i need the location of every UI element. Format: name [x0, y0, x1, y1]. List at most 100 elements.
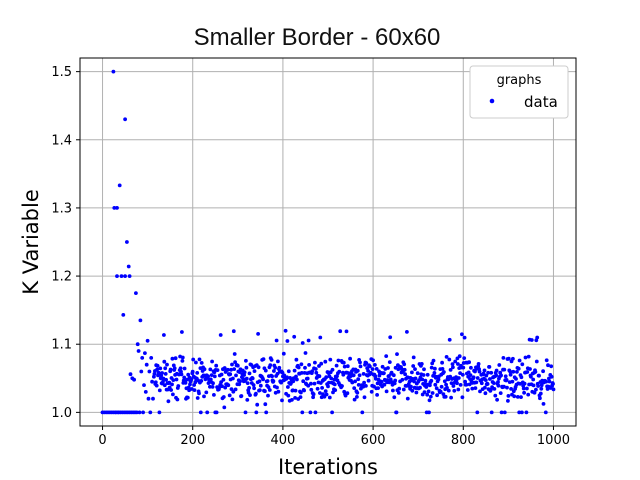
data-point	[335, 374, 339, 378]
data-point	[342, 364, 347, 369]
data-point	[231, 376, 235, 381]
data-point	[271, 379, 276, 383]
data-point	[442, 379, 447, 384]
data-point	[414, 390, 419, 395]
data-point	[483, 391, 488, 396]
data-point	[496, 380, 500, 384]
data-point	[526, 392, 531, 397]
data-point	[313, 410, 318, 415]
data-point	[534, 387, 538, 392]
data-point	[449, 381, 454, 385]
data-point	[471, 375, 476, 380]
legend-marker	[489, 98, 495, 104]
data-point	[443, 394, 448, 399]
data-point	[358, 360, 362, 365]
data-point	[300, 341, 305, 345]
data-point	[134, 291, 138, 295]
data-point	[171, 363, 176, 368]
data-point	[247, 371, 252, 376]
data-point	[195, 396, 200, 400]
data-point	[405, 396, 410, 401]
data-point	[121, 313, 126, 317]
data-point	[276, 359, 280, 364]
data-point	[199, 379, 204, 383]
data-point	[275, 385, 279, 390]
data-point	[230, 362, 234, 367]
data-point	[115, 206, 119, 210]
data-point	[362, 380, 366, 385]
data-point	[146, 396, 151, 401]
data-point	[245, 381, 250, 385]
data-point	[337, 369, 342, 374]
data-point	[547, 379, 552, 384]
data-point	[396, 391, 401, 395]
data-point	[164, 377, 169, 382]
data-point	[426, 389, 431, 394]
data-point	[388, 335, 393, 340]
data-point	[481, 371, 486, 376]
data-point	[299, 371, 304, 375]
data-points	[100, 69, 556, 415]
data-point	[255, 402, 260, 407]
data-point	[197, 391, 201, 396]
data-point	[422, 390, 427, 394]
data-point	[266, 385, 271, 389]
data-point	[403, 372, 407, 377]
data-point	[457, 354, 462, 359]
data-point	[356, 377, 361, 382]
data-point	[478, 389, 482, 394]
data-point	[320, 386, 324, 390]
data-point	[345, 364, 350, 369]
data-point	[444, 382, 448, 387]
data-point	[247, 386, 252, 390]
data-point	[310, 369, 315, 374]
data-point	[115, 274, 119, 278]
data-point	[137, 410, 142, 415]
data-point	[180, 359, 185, 363]
data-point	[413, 376, 418, 381]
data-point	[180, 330, 184, 334]
data-point	[139, 369, 144, 374]
data-point	[155, 363, 160, 368]
data-point	[238, 379, 243, 384]
data-point	[185, 395, 190, 400]
data-point	[453, 359, 458, 364]
data-point	[226, 383, 231, 388]
data-point	[502, 410, 507, 415]
data-point	[387, 360, 392, 364]
data-point	[392, 395, 397, 400]
data-point	[330, 367, 335, 372]
data-point	[252, 369, 257, 373]
data-point	[382, 382, 387, 387]
data-point	[145, 338, 150, 343]
data-point	[543, 410, 548, 415]
data-point	[508, 369, 513, 374]
data-point	[266, 393, 270, 398]
data-point	[492, 381, 496, 385]
data-point	[519, 375, 524, 380]
data-point	[400, 377, 405, 382]
data-point	[239, 394, 244, 398]
data-point	[541, 402, 546, 406]
data-point	[364, 361, 369, 365]
data-point	[348, 356, 352, 361]
y-tick-label: 1.5	[51, 65, 72, 80]
data-point	[344, 329, 349, 334]
data-point	[111, 69, 116, 74]
x-tick-label: 200	[180, 433, 205, 448]
data-point	[504, 378, 509, 382]
data-point	[206, 374, 211, 379]
data-point	[135, 342, 140, 347]
data-point	[312, 381, 317, 386]
data-point	[208, 384, 212, 389]
data-point	[311, 392, 316, 397]
data-point	[170, 382, 174, 387]
data-point	[438, 389, 443, 394]
data-point	[529, 338, 534, 342]
data-point	[413, 367, 417, 371]
data-point	[157, 410, 162, 415]
data-point	[460, 395, 465, 400]
data-point	[163, 366, 168, 371]
data-point	[199, 361, 204, 365]
data-point	[496, 383, 501, 388]
